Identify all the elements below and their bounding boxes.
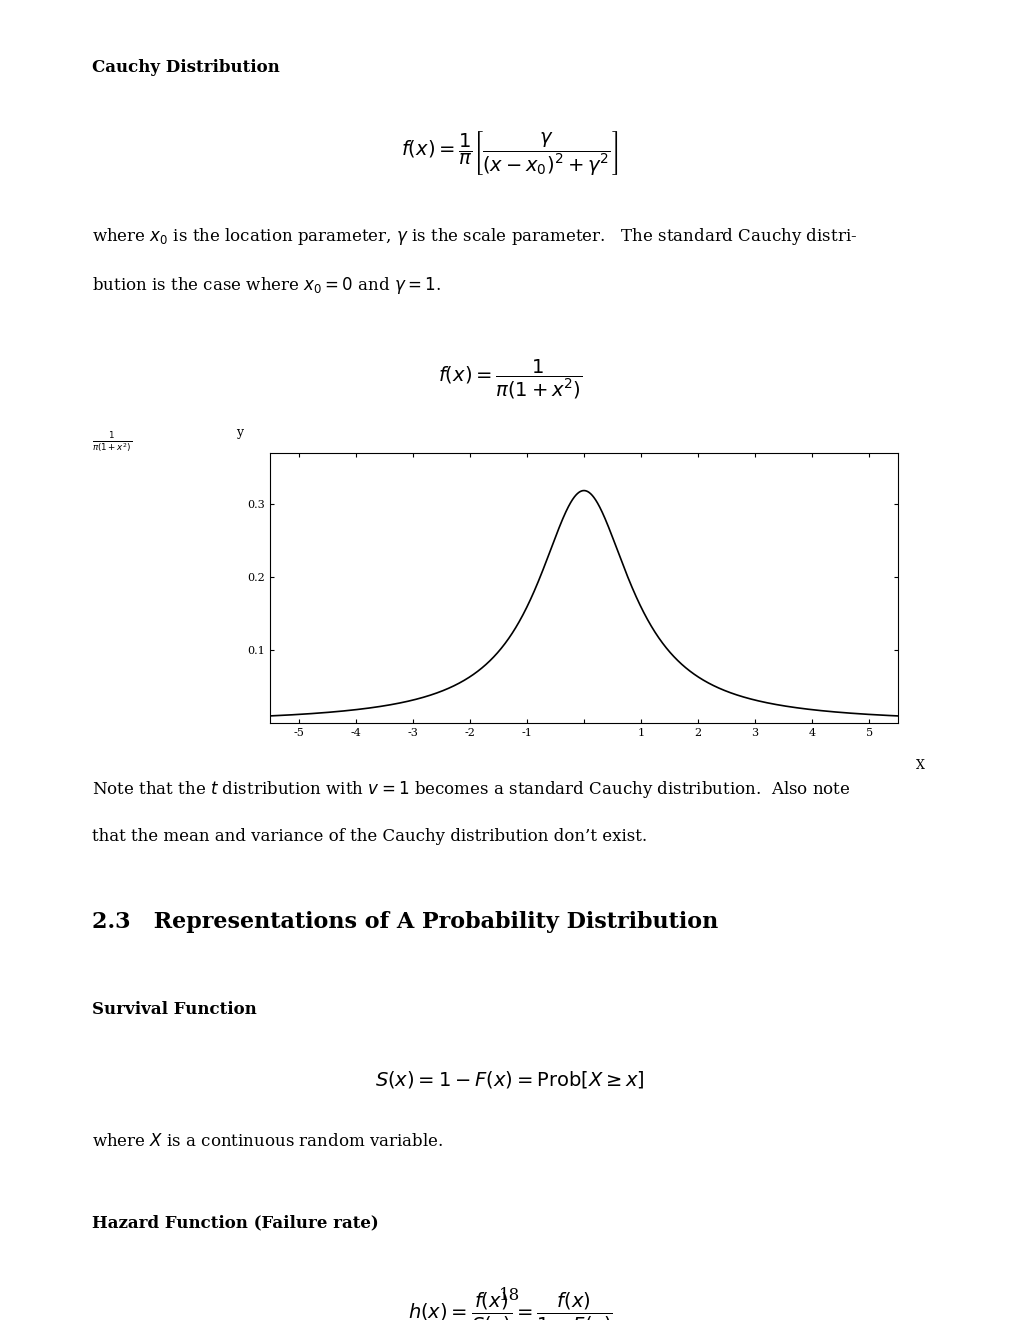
- Text: Hazard Function (Failure rate): Hazard Function (Failure rate): [92, 1214, 378, 1232]
- Text: 18: 18: [499, 1287, 520, 1304]
- Text: where $X$ is a continuous random variable.: where $X$ is a continuous random variabl…: [92, 1133, 442, 1150]
- Text: $\frac{1}{\pi(1+x^2)}$: $\frac{1}{\pi(1+x^2)}$: [92, 430, 131, 455]
- Text: y: y: [235, 426, 243, 440]
- Text: $S\left(x\right) = 1 - F\left(x\right) = \mathrm{Prob}\left[X \geq x\right]$: $S\left(x\right) = 1 - F\left(x\right) =…: [375, 1069, 644, 1090]
- Text: where $x_0$ is the location parameter, $\gamma$ is the scale parameter.   The st: where $x_0$ is the location parameter, $…: [92, 226, 856, 247]
- Text: X: X: [915, 759, 924, 771]
- Text: $f\left(x\right) = \dfrac{1}{\pi} \left[\dfrac{\gamma}{\left(x-x_0\right)^2 + \g: $f\left(x\right) = \dfrac{1}{\pi} \left[…: [400, 129, 619, 177]
- Text: that the mean and variance of the Cauchy distribution don’t exist.: that the mean and variance of the Cauchy…: [92, 828, 646, 845]
- Text: bution is the case where $x_0 = 0$ and $\gamma = 1$.: bution is the case where $x_0 = 0$ and $…: [92, 275, 440, 296]
- Text: $h\left(x\right) = \dfrac{f\left(x\right)}{S\left(x\right)} = \dfrac{f\left(x\ri: $h\left(x\right) = \dfrac{f\left(x\right…: [408, 1291, 611, 1320]
- Text: Survival Function: Survival Function: [92, 1001, 257, 1018]
- Text: 2.3   Representations of A Probability Distribution: 2.3 Representations of A Probability Dis…: [92, 911, 717, 933]
- Text: Cauchy Distribution: Cauchy Distribution: [92, 59, 279, 77]
- Text: $f\left(x\right) = \dfrac{1}{\pi\left(1+x^2\right)}$: $f\left(x\right) = \dfrac{1}{\pi\left(1+…: [437, 358, 582, 401]
- Text: Note that the $t$ distribution with $v = 1$ becomes a standard Cauchy distributi: Note that the $t$ distribution with $v =…: [92, 779, 850, 800]
